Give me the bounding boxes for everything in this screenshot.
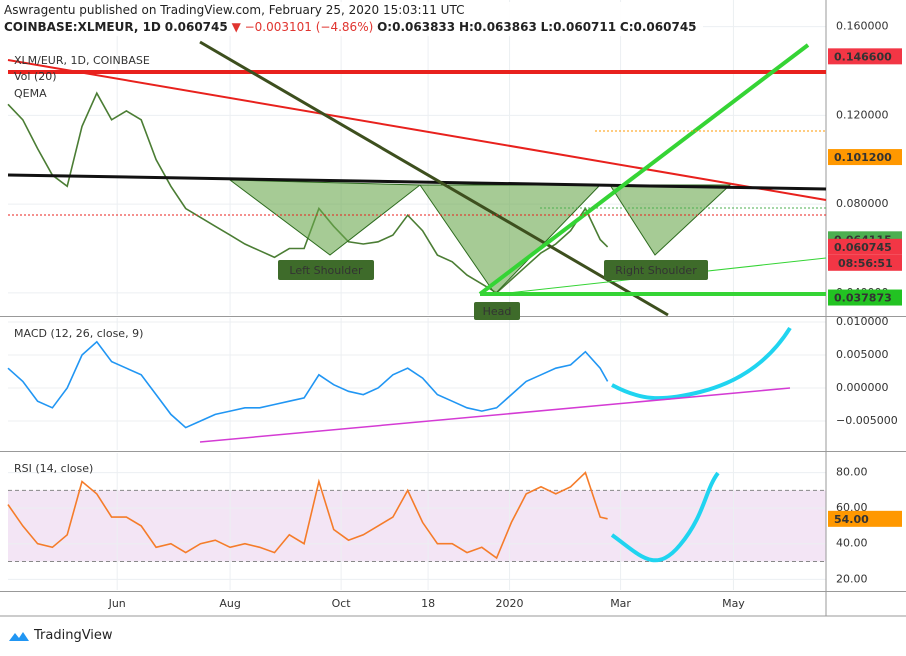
x-tick-label: Mar (610, 597, 631, 610)
high: H:0.063863 (458, 20, 537, 34)
indicator-label: QEMA (14, 87, 47, 100)
y-tick-label: −0.005000 (836, 414, 898, 427)
price-badge (828, 289, 902, 306)
change: ▼ −0.003101 (−4.86%) (231, 20, 374, 34)
y-tick-label: 0.120000 (836, 108, 889, 121)
x-tick-label: Jun (108, 597, 126, 610)
indicator-label: Vol (20) (14, 70, 57, 83)
trend-line (199, 40, 669, 317)
x-tick-label: May (722, 597, 745, 610)
logo (9, 631, 29, 641)
y-tick-label: 0.005000 (836, 348, 889, 361)
annotation: Head (483, 305, 512, 318)
projection (610, 471, 720, 563)
header: Aswragentu published on TradingView.com,… (4, 2, 703, 36)
price-badge (828, 149, 902, 166)
annotation-box (604, 260, 708, 280)
x-tick-label: Oct (332, 597, 352, 610)
y-tick-label: 0.160000 (836, 20, 889, 33)
neckline (7, 173, 827, 191)
y-tick-label: 80.00 (836, 466, 868, 479)
drawings (7, 40, 827, 563)
open: O:0.063833 (377, 20, 456, 34)
shoulder-shape (228, 179, 422, 256)
y-tick-label: 0.010000 (836, 315, 889, 328)
y-tick-label: 40.00 (836, 537, 868, 550)
last-price: 0.060745 (164, 20, 228, 34)
y-tick-label: 0.080000 (836, 197, 889, 210)
price-badge-label: 0.037873 (834, 292, 892, 305)
x-tick-label: Aug (219, 597, 240, 610)
price-badge-label: 0.060745 (834, 241, 892, 254)
annotation-box (278, 260, 374, 280)
panel-title: MACD (12, 26, close, 9) (14, 327, 143, 340)
price-badge (828, 510, 902, 527)
trend-line (7, 59, 827, 201)
price-badge (828, 48, 902, 65)
price-badge (828, 238, 902, 255)
annotation-box (474, 302, 520, 320)
countdown-label: 08:56:51 (838, 257, 893, 270)
y-tick-label: 0.000000 (836, 381, 889, 394)
shoulder-shape (609, 184, 732, 256)
panel-title: XLM/EUR, 1D, COINBASE (14, 54, 150, 67)
series-line (7, 471, 608, 560)
countdown-badge (828, 254, 902, 271)
price-badge-label: 0.101200 (834, 151, 892, 164)
annotation: Left Shoulder (289, 264, 363, 277)
close: C:0.060745 (619, 20, 697, 34)
series-line (7, 340, 609, 429)
x-tick-label: 18 (421, 597, 435, 610)
byline: Aswragentu published on TradingView.com,… (4, 3, 465, 17)
rsi-band (8, 490, 826, 562)
trend-line (478, 43, 810, 296)
panel-title: RSI (14, close) (14, 462, 93, 475)
low: L:0.060711 (540, 20, 617, 34)
price-badge-label: 54.00 (834, 513, 869, 526)
head-shape (419, 184, 602, 295)
annotation: Right Shoulder (615, 264, 697, 277)
y-tick-label: 20.00 (836, 572, 868, 585)
brand: TradingView (34, 628, 113, 643)
trend-line (199, 387, 791, 443)
price-badge-label: 0.146600 (834, 50, 892, 63)
projection (611, 326, 792, 401)
footer: TradingView (8, 628, 113, 643)
x-tick-label: 2020 (496, 597, 524, 610)
symbol: COINBASE:XLMEUR, 1D (4, 20, 161, 34)
